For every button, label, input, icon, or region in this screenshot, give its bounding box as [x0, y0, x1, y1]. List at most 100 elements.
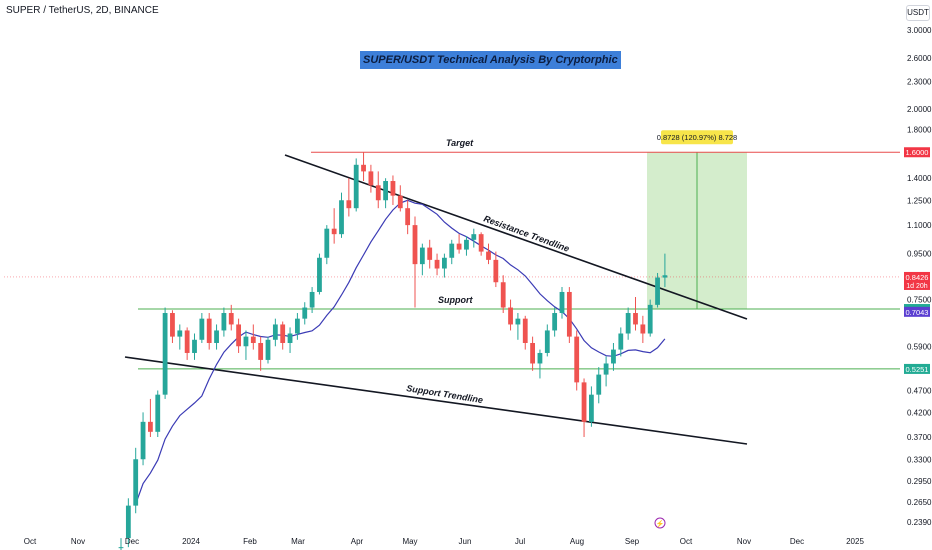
candle-body[interactable] [192, 339, 197, 353]
candle-body[interactable] [140, 421, 146, 460]
resistance-trendline[interactable] [284, 154, 748, 320]
candle-body[interactable] [361, 164, 366, 172]
candle-body[interactable] [375, 185, 381, 201]
chart-title: SUPER/USDT Technical Analysis By Cryptor… [360, 51, 621, 69]
lightning-icon[interactable] [654, 517, 666, 529]
candle-body[interactable] [331, 228, 337, 235]
candle-body[interactable] [574, 336, 580, 383]
candle-body[interactable] [596, 374, 602, 395]
candle-body[interactable] [530, 342, 535, 364]
candle-body[interactable] [155, 394, 161, 432]
candle-body[interactable] [544, 330, 550, 353]
candle-body[interactable] [368, 171, 374, 186]
candle-body[interactable] [258, 342, 264, 360]
x-tick-label: 2024 [182, 537, 200, 546]
x-tick-label: Feb [243, 537, 257, 546]
candle-body[interactable] [339, 200, 344, 235]
candle-body[interactable] [177, 330, 183, 337]
candle-body[interactable] [456, 243, 462, 250]
candle-body[interactable] [419, 247, 425, 265]
candle-body[interactable] [324, 228, 330, 258]
candle-body[interactable] [412, 225, 418, 265]
candle-body[interactable] [522, 318, 528, 343]
candle-body[interactable] [236, 324, 241, 347]
candle-body[interactable] [640, 324, 646, 334]
candle-body[interactable] [493, 259, 499, 283]
candle-body[interactable] [589, 394, 594, 422]
candle-body[interactable] [537, 352, 543, 364]
support-trendline[interactable] [124, 356, 748, 445]
candle-body[interactable] [346, 200, 352, 209]
y-tick-label: 0.7500 [907, 296, 932, 305]
candle-body[interactable] [280, 324, 286, 343]
x-tick-label: Mar [291, 537, 305, 546]
candle-body[interactable] [603, 363, 609, 375]
candle-body[interactable] [625, 313, 631, 334]
candle-body[interactable] [353, 164, 359, 209]
candle-body[interactable] [250, 336, 256, 343]
price-tag-bg [904, 271, 930, 290]
candle-body[interactable] [317, 257, 322, 292]
candle-body[interactable] [662, 275, 668, 278]
candle-body[interactable] [272, 324, 278, 340]
candle-body[interactable] [508, 307, 513, 325]
candle-body[interactable] [478, 234, 484, 252]
candle-body[interactable] [287, 333, 293, 343]
candle-body[interactable] [162, 313, 168, 395]
candle-body[interactable] [170, 313, 175, 337]
x-tick-label: Nov [737, 537, 751, 546]
candle-body[interactable] [397, 195, 403, 209]
candle-body[interactable] [206, 318, 212, 343]
candle-body[interactable] [125, 505, 131, 539]
candle-body[interactable] [383, 181, 388, 201]
candle-body[interactable] [486, 251, 491, 260]
x-tick-label: Aug [570, 537, 584, 546]
candle-body[interactable] [618, 333, 624, 350]
candle-body[interactable] [118, 547, 124, 549]
candle-body[interactable] [633, 313, 638, 325]
candle-body[interactable] [464, 239, 469, 250]
candle-body[interactable] [581, 382, 587, 422]
candle-body[interactable] [559, 291, 565, 314]
candle-body[interactable] [655, 277, 660, 305]
candle-body[interactable] [199, 318, 205, 340]
candle-body[interactable] [552, 313, 558, 331]
candle-body[interactable] [148, 421, 153, 432]
candle-body[interactable] [647, 304, 653, 334]
candle-body[interactable] [471, 234, 477, 240]
y-tick-label: 0.3700 [907, 433, 932, 442]
candle-body[interactable] [500, 282, 506, 308]
y-tick-label: 1.2500 [907, 196, 932, 205]
candle-body[interactable] [515, 318, 521, 325]
y-tick-label: 0.4700 [907, 386, 932, 395]
candle-body[interactable] [427, 247, 433, 260]
x-tick-label: Dec [790, 537, 804, 546]
candle-body[interactable] [434, 259, 440, 269]
candle-body[interactable] [405, 208, 411, 226]
candle-body[interactable] [442, 257, 447, 269]
x-tick-label: Oct [680, 537, 693, 546]
candle-body[interactable] [302, 307, 308, 319]
price-tag-bg [904, 147, 930, 158]
candle-body[interactable] [566, 291, 572, 337]
candle-body[interactable] [184, 330, 190, 353]
moving-average-line[interactable] [135, 199, 666, 505]
candle-body[interactable] [295, 318, 300, 334]
candle-body[interactable] [390, 181, 396, 196]
currency-badge[interactable]: USDT [906, 5, 930, 21]
y-tick-label: 0.5900 [907, 342, 932, 351]
symbol-header[interactable]: SUPER / TetherUS, 2D, BINANCE [6, 5, 159, 16]
candle-body[interactable] [221, 313, 227, 331]
candle-body[interactable] [449, 243, 455, 258]
candle-body[interactable] [133, 459, 139, 506]
candle-body[interactable] [309, 291, 315, 308]
candle-body[interactable] [214, 330, 219, 343]
y-tick-label: 0.4200 [907, 408, 932, 417]
support-label: Support [438, 295, 473, 305]
candle-body[interactable] [243, 336, 249, 347]
candle-body[interactable] [611, 349, 616, 364]
candle-body[interactable] [265, 339, 271, 360]
projection-label-bg [661, 130, 733, 145]
candle-body[interactable] [228, 313, 234, 325]
